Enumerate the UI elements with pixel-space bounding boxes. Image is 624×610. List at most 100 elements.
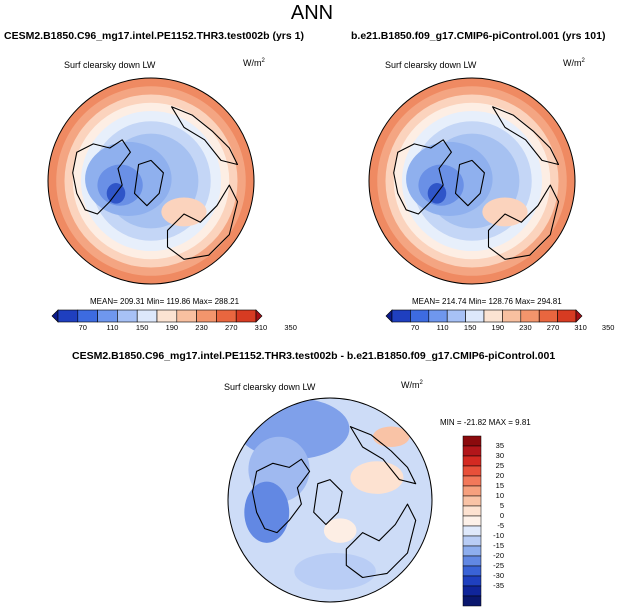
panel1-units: W/m2 [243, 58, 265, 68]
panel1-colorbar-tick-label: 230 [195, 323, 208, 332]
panel1-colorbar-box [117, 309, 138, 323]
panel3-units: W/m2 [401, 380, 423, 390]
panel3-colorbar-tick-label: 20 [495, 471, 504, 480]
coastline-greenland [454, 159, 485, 207]
panel2-colorbar-box [428, 309, 448, 323]
panel2-colorbar [385, 309, 583, 323]
coastline-north-america [393, 139, 452, 215]
panel3-colorbar-box [462, 445, 482, 457]
map1-field [48, 78, 254, 284]
panel1-colorbar-box [196, 309, 217, 323]
panel3-colorbar-box [462, 475, 482, 487]
coastline-asia [171, 106, 239, 166]
panel3-colorbar-box [462, 595, 482, 607]
panel1-colorbar-tick-label: 270 [224, 323, 238, 332]
panel3-colorbar-tick-label: 30 [495, 451, 504, 460]
panel3-colorbar-box [462, 485, 482, 497]
panel2-colorbar-left-arrow [385, 309, 393, 323]
field-positive-region [323, 518, 357, 543]
panel3-colorbar-tick-label: 0 [499, 511, 504, 520]
panel1-colorbar-box [216, 309, 237, 323]
panel1-colorbar-tick-label: 310 [254, 323, 268, 332]
panel2-colorbar-ticks: 70 110 150 190 230 270 310 350 [386, 323, 615, 333]
panel2-colorbar-tick-label: 70 [410, 323, 420, 332]
panel3-colorbar-tick-label: -25 [493, 561, 504, 570]
panel2-variable-label: Surf clearsky down LW [385, 60, 477, 70]
panel3-colorbar-box [462, 495, 482, 507]
map1-outline [47, 77, 255, 285]
panel2-colorbar-box [483, 309, 503, 323]
field-positive-region [372, 426, 410, 447]
panel3-colorbar-tick-label: 15 [495, 481, 504, 490]
panel1-variable-label: Surf clearsky down LW [64, 60, 156, 70]
map2-outline [368, 77, 576, 285]
panel2-colorbar-box [538, 309, 558, 323]
panel3-map [227, 397, 433, 603]
panel2-colorbar-tick-label: 150 [463, 323, 477, 332]
panel3-colorbar-tick-label: 25 [495, 461, 504, 470]
panel3-colorbar-box [462, 585, 482, 597]
panel3-colorbar-box [462, 505, 482, 517]
panel3-stats: MIN = -21.82 MAX = 9.81 [440, 418, 531, 427]
coastline-greenland [313, 479, 343, 526]
coastline-eurasia [166, 184, 239, 260]
panel3-case-title: CESM2.B1850.C96_mg17.intel.PE1152.THR3.t… [72, 350, 556, 362]
panel2-colorbar-box [465, 309, 485, 323]
panel3-colorbar-box [462, 465, 482, 477]
panel1-colorbar-left-arrow [51, 309, 59, 323]
panel1-colorbar-box [97, 309, 118, 323]
panel2-colorbar-box [557, 309, 577, 323]
panel2-colorbar-tick-label: 310 [574, 323, 587, 332]
panel1-stats: MEAN= 209.31 Min= 119.86 Max= 288.21 [90, 297, 240, 306]
map3-field [228, 398, 432, 602]
panel1-colorbar-tick-label: 110 [106, 323, 119, 332]
panel1-colorbar-ticks: 70 110 150 190 230 270 310 350 [52, 323, 297, 333]
panel3-colorbar-box [462, 575, 482, 587]
map3-outline [227, 397, 433, 603]
panel2-colorbar-right-arrow [575, 309, 583, 323]
panel3-colorbar-box [462, 455, 482, 467]
panel1-colorbar [51, 309, 263, 323]
panel1-colorbar-box [176, 309, 197, 323]
panel2-units: W/m2 [563, 58, 585, 68]
panel1-colorbar-tick-label: 350 [284, 323, 297, 332]
panel3-colorbar-tick-label: -35 [493, 581, 504, 590]
panel1-colorbar-box [156, 309, 178, 323]
panel2-stats: MEAN= 214.74 Min= 128.76 Max= 294.81 [412, 297, 562, 306]
coastline-north-america [251, 458, 311, 534]
panel3-colorbar-box [462, 525, 482, 537]
panel2-colorbar-tick-label: 190 [491, 323, 505, 332]
field-negative-region [294, 553, 376, 590]
panel3-colorbar-tick-label: 5 [499, 501, 504, 510]
panel2-case-title: b.e21.B1850.f09_g17.CMIP6-piControl.001 … [351, 30, 606, 42]
panel3-colorbar-tick-label: 10 [495, 491, 504, 500]
coastline-greenland [133, 159, 164, 207]
panel3-colorbar-box [462, 565, 482, 577]
panel1-colorbar-box [57, 309, 79, 323]
panel3-units-base: W/m [401, 380, 420, 390]
panel2-map [368, 77, 576, 285]
coastline-north-america [72, 139, 131, 215]
panel3-colorbar-tick-label: -20 [493, 551, 504, 560]
panel3-variable-label: Surf clearsky down LW [224, 382, 316, 392]
panel3-colorbar-box [462, 435, 482, 447]
panel1-map [47, 77, 255, 285]
panel3-colorbar-tick-label: -10 [493, 531, 504, 540]
panel3-colorbar-tick-label: -5 [497, 521, 504, 530]
panel3-units-exp: 2 [419, 380, 423, 386]
panel2-colorbar-box [410, 309, 430, 323]
map2-field [369, 78, 575, 284]
field-negative-region [244, 481, 290, 543]
panel1-colorbar-box [235, 309, 257, 323]
panel1-colorbar-right-arrow [255, 309, 263, 323]
panel1-units-base: W/m [243, 58, 262, 68]
panel2-colorbar-box [520, 309, 540, 323]
panel3-colorbar-ticks: 35 30 25 20 15 10 5 0 -5 -10 -15 -20 -25 -30 -35 [484, 436, 508, 606]
coastline-eurasia [487, 184, 560, 260]
figure-title: ANN [290, 2, 334, 24]
panel1-colorbar-box [136, 309, 158, 323]
panel3-colorbar-tick-label: -15 [493, 541, 504, 550]
coastline-eurasia [345, 503, 417, 579]
panel2-colorbar-tick-label: 350 [601, 323, 615, 332]
coastline-asia [492, 106, 560, 166]
